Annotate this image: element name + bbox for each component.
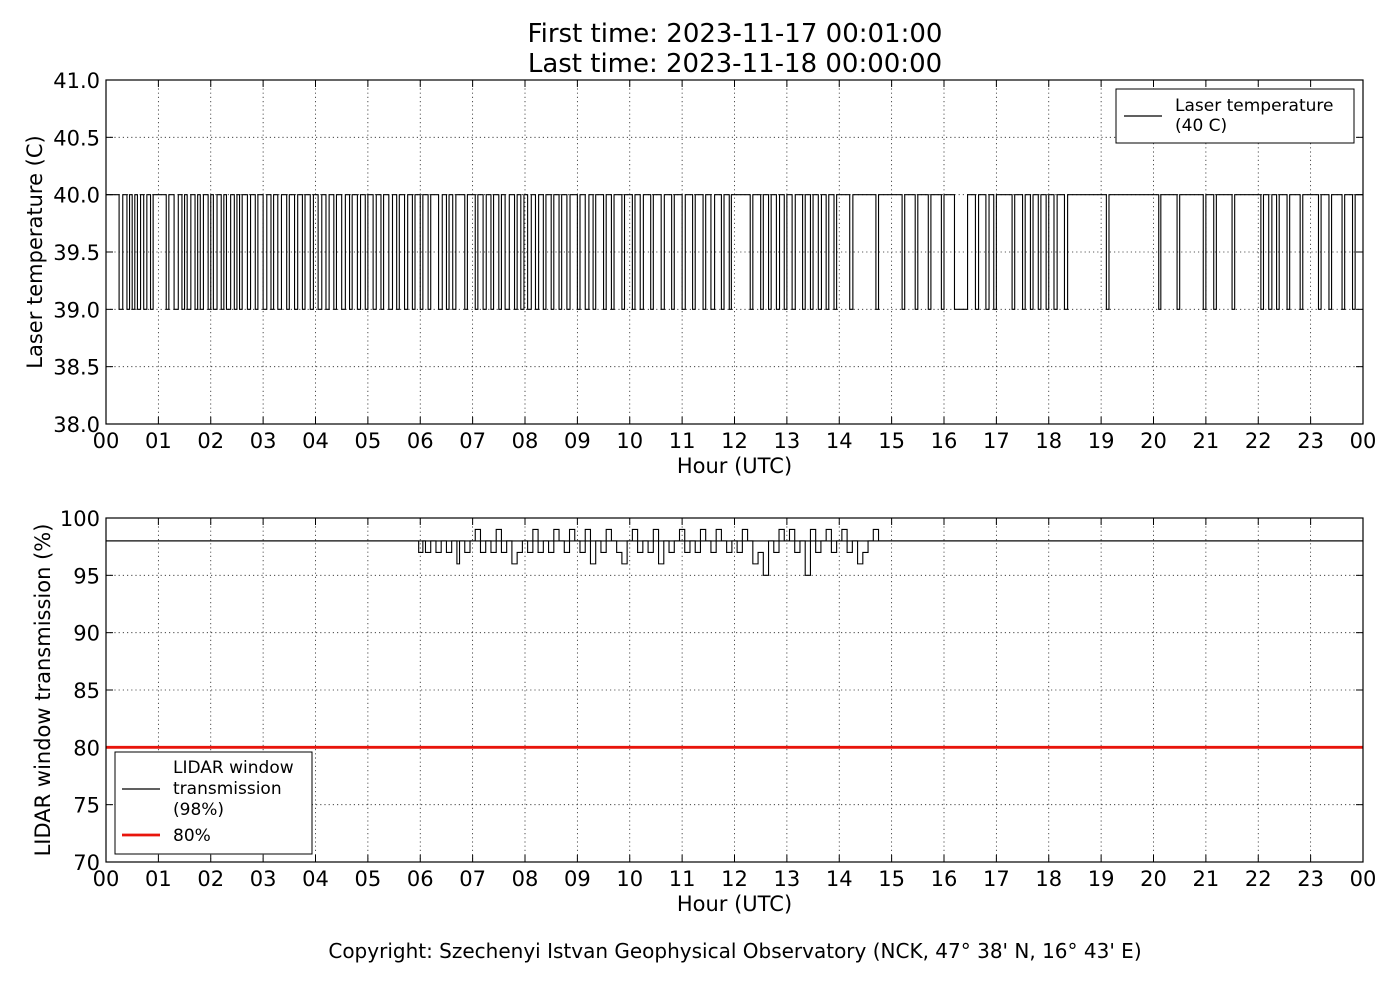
x-tick-label: 06 (407, 867, 434, 891)
x-tick-label: 21 (1193, 429, 1220, 453)
y-axis-label: LIDAR window transmission (%) (31, 524, 55, 857)
legend-label: transmission (173, 779, 282, 799)
x-tick-label: 07 (459, 429, 486, 453)
y-tick-label: 38.5 (53, 356, 100, 380)
x-tick-label: 11 (669, 867, 696, 891)
x-tick-label: 18 (1035, 429, 1062, 453)
laser-temperature-plot: 00 01 02 03 04 05 06 07 08 09 10 11 12 13 14 15 16 17 18 19… (23, 69, 1376, 478)
x-tick-label: 22 (1245, 867, 1272, 891)
y-tick-label: 39.0 (53, 298, 100, 322)
y-tick-label: 41.0 (53, 69, 100, 93)
x-tick-label: 05 (355, 867, 382, 891)
y-tick-label: 70 (73, 851, 100, 875)
x-tick-label: 20 (1140, 867, 1167, 891)
x-tick-label: 16 (931, 867, 958, 891)
y-tick-label: 85 (73, 679, 100, 703)
x-tick-label: 09 (564, 867, 591, 891)
x-tick-label: 10 (616, 867, 643, 891)
x-tick-label: 17 (983, 867, 1010, 891)
x-tick-label: 21 (1193, 867, 1220, 891)
x-tick-label: 15 (878, 429, 905, 453)
x-tick-label: 00 (1350, 429, 1377, 453)
legend-label: Laser temperature (1175, 96, 1333, 116)
legend: Laser temperature(40 C) (1116, 89, 1354, 143)
x-tick-label: 02 (197, 867, 224, 891)
x-axis-label: Hour (UTC) (677, 892, 792, 916)
lidar-transmission-plot: 00 01 02 03 04 05 06 07 08 09 10 11 12 13 14 15 16 17 18 19… (31, 507, 1376, 916)
y-tick-label: 90 (73, 622, 100, 646)
x-tick-label: 04 (302, 867, 329, 891)
x-tick-label: 02 (197, 429, 224, 453)
y-tick-label: 95 (73, 564, 100, 588)
x-tick-label: 14 (826, 429, 853, 453)
x-tick-label: 13 (774, 867, 801, 891)
x-tick-label: 01 (145, 867, 172, 891)
x-tick-label: 23 (1297, 867, 1324, 891)
legend-label: 80% (173, 826, 211, 846)
y-tick-label: 80 (73, 736, 100, 760)
x-tick-label: 13 (774, 429, 801, 453)
x-tick-label: 10 (616, 429, 643, 453)
x-tick-label: 19 (1088, 867, 1115, 891)
x-tick-label: 12 (721, 867, 748, 891)
x-tick-label: 05 (355, 429, 382, 453)
y-tick-label: 40.0 (53, 184, 100, 208)
title-first-time: First time: 2023-11-17 00:01:00 (528, 19, 943, 49)
x-tick-label: 00 (1350, 867, 1377, 891)
x-tick-label: 03 (250, 867, 277, 891)
y-tick-label: 38.0 (53, 413, 100, 437)
x-tick-label: 15 (878, 867, 905, 891)
x-tick-label: 16 (931, 429, 958, 453)
x-tick-label: 18 (1035, 867, 1062, 891)
legend-label: LIDAR window (173, 758, 294, 778)
x-tick-label: 03 (250, 429, 277, 453)
series-line-laser-temperature (106, 195, 1363, 310)
x-tick-label: 09 (564, 429, 591, 453)
x-tick-label: 08 (512, 867, 539, 891)
x-tick-label: 22 (1245, 429, 1272, 453)
title-last-time: Last time: 2023-11-18 00:00:00 (528, 49, 942, 79)
x-tick-label: 17 (983, 429, 1010, 453)
x-tick-label: 20 (1140, 429, 1167, 453)
copyright-footer: Copyright: Szechenyi Istvan Geophysical … (328, 939, 1141, 963)
x-tick-label: 11 (669, 429, 696, 453)
x-tick-label: 06 (407, 429, 434, 453)
x-axis-label: Hour (UTC) (677, 454, 792, 478)
y-tick-label: 40.5 (53, 126, 100, 150)
legend-label: (40 C) (1175, 116, 1227, 136)
legend-label: (98%) (173, 800, 224, 820)
x-tick-label: 14 (826, 867, 853, 891)
x-tick-label: 19 (1088, 429, 1115, 453)
x-tick-label: 23 (1297, 429, 1324, 453)
x-tick-label: 08 (512, 429, 539, 453)
y-tick-label: 75 (73, 794, 100, 818)
x-tick-label: 12 (721, 429, 748, 453)
y-tick-label: 39.5 (53, 241, 100, 265)
x-tick-label: 04 (302, 429, 329, 453)
y-axis-label: Laser temperature (C) (23, 135, 47, 368)
x-tick-label: 01 (145, 429, 172, 453)
y-tick-label: 100 (60, 507, 100, 531)
x-tick-label: 07 (459, 867, 486, 891)
